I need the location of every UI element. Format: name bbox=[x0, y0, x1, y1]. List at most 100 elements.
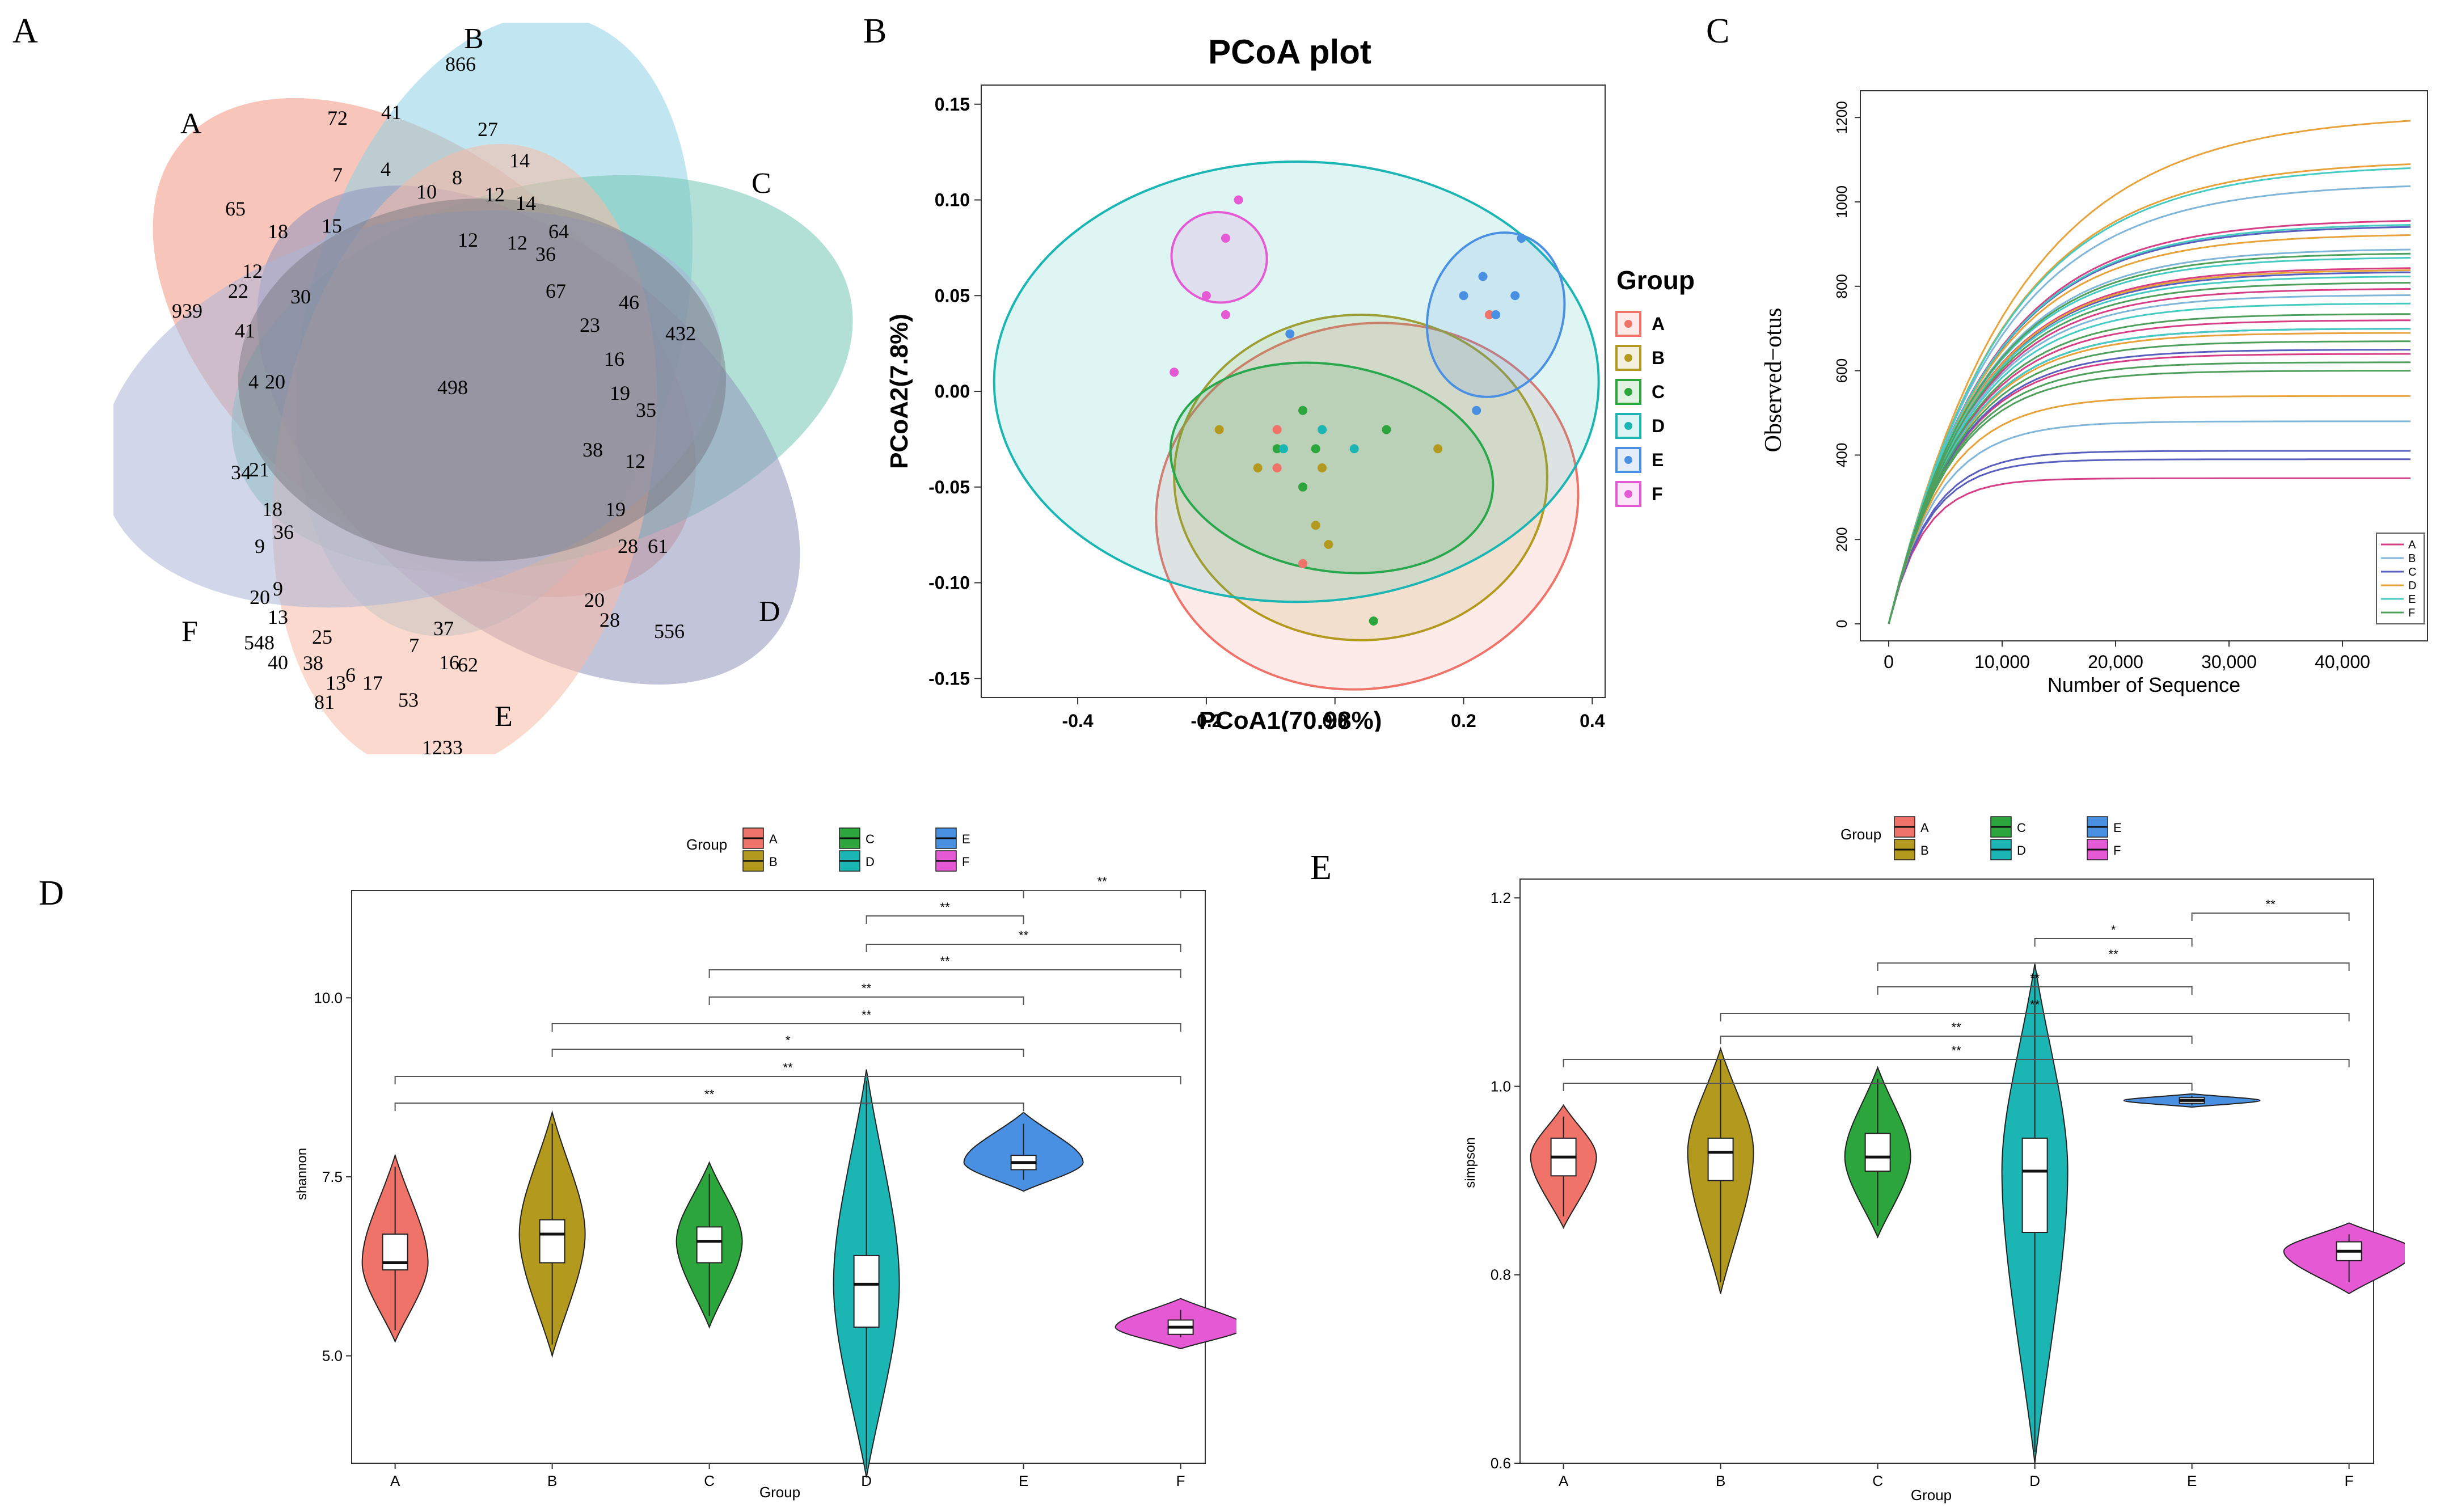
shannon-legend-label: D bbox=[866, 855, 875, 869]
shannon-box-b bbox=[539, 1219, 565, 1264]
venn-count: 28 bbox=[600, 609, 620, 631]
simpson-sig-bracket bbox=[1877, 986, 2193, 995]
rarefaction-xtick-label: 10,000 bbox=[1974, 652, 2030, 672]
rarefaction-xtick-label: 20,000 bbox=[2088, 652, 2143, 672]
simpson-sig-bracket bbox=[2034, 938, 2193, 947]
venn-count: 4 bbox=[248, 370, 259, 393]
pcoa-point-c bbox=[1311, 444, 1320, 454]
pcoa-point-e bbox=[1517, 234, 1526, 243]
rarefaction-curve-d bbox=[1888, 395, 2411, 624]
rarefaction-curve-f bbox=[1888, 370, 2411, 624]
venn-count: 12 bbox=[484, 183, 505, 206]
venn-count: 61 bbox=[648, 535, 668, 558]
rarefaction-curve-e bbox=[1888, 328, 2411, 624]
pcoa-point-b bbox=[1214, 425, 1224, 434]
shannon-sig-label: ** bbox=[940, 954, 951, 968]
venn-count: 9 bbox=[273, 577, 283, 600]
rarefaction-ytick-label: 400 bbox=[1833, 443, 1850, 467]
venn-count: 16 bbox=[439, 651, 459, 674]
venn-count: 7 bbox=[409, 634, 419, 657]
pcoa-point-c bbox=[1298, 406, 1308, 415]
simpson-sig-bracket bbox=[1720, 1036, 2193, 1044]
simpson-box-b bbox=[1707, 1137, 1734, 1181]
shannon-sig-bracket bbox=[708, 996, 1024, 1005]
simpson-xtick-label: B bbox=[1716, 1472, 1725, 1489]
simpson-sig-label: ** bbox=[1952, 1044, 1962, 1058]
rarefaction-ytick-label: 1200 bbox=[1833, 101, 1850, 134]
shannon-xtick-label: F bbox=[1176, 1472, 1185, 1489]
shannon-ytick-label: 5.0 bbox=[322, 1348, 343, 1365]
shannon-xtick-label: E bbox=[1019, 1472, 1028, 1489]
pcoa-point-f bbox=[1221, 310, 1230, 319]
pcoa-ytick-label: 0.05 bbox=[935, 285, 970, 306]
simpson-sig-bracket bbox=[1877, 962, 2350, 971]
pcoa-point-c bbox=[1272, 444, 1282, 454]
simpson-box-c bbox=[1864, 1133, 1891, 1172]
simpson-sig-label: ** bbox=[2266, 897, 2276, 911]
pcoa-legend-key-d bbox=[1615, 413, 1641, 439]
rarefaction-ytick-label: 0 bbox=[1833, 620, 1850, 628]
venn-count: 12 bbox=[507, 231, 527, 254]
a bbox=[1155, 322, 1580, 691]
shannon-xtick-label: D bbox=[861, 1472, 872, 1489]
simpson-ytick-label: 1.0 bbox=[1491, 1078, 1511, 1095]
venn-count: 866 bbox=[445, 53, 476, 75]
pcoa-ytick-label: -0.10 bbox=[928, 573, 970, 593]
venn-count: 15 bbox=[322, 214, 342, 237]
pcoa-ytick-label: 0.15 bbox=[935, 94, 970, 115]
shannon-sig-label: ** bbox=[704, 1087, 715, 1101]
rarefaction-curve-d bbox=[1888, 269, 2411, 624]
venn-set-label-d: D bbox=[759, 595, 780, 628]
rarefaction-ytick-label: 600 bbox=[1833, 358, 1850, 383]
simpson-ylabel: simpson bbox=[1463, 1137, 1478, 1188]
venn-count: 12 bbox=[625, 450, 645, 472]
venn-count: 30 bbox=[290, 285, 311, 308]
venn-set-label-b: B bbox=[464, 23, 484, 55]
pcoa-legend-label: D bbox=[1652, 416, 1665, 436]
venn-set-label-a: A bbox=[180, 108, 202, 140]
rarefaction-legend-label: B bbox=[2408, 552, 2416, 565]
venn-count: 81 bbox=[314, 691, 335, 713]
simpson-legend-label: A bbox=[1920, 821, 1929, 835]
simpson-ytick-label: 0.6 bbox=[1491, 1455, 1511, 1472]
simpson-legend-label: F bbox=[2113, 843, 2121, 858]
pcoa-plot-area bbox=[981, 85, 1606, 698]
pcoa-point-c bbox=[1369, 616, 1378, 626]
simpson-xtick-label: C bbox=[1872, 1472, 1883, 1489]
simpson-sig-label: ** bbox=[2109, 947, 2119, 961]
panel-letter-c: C bbox=[1706, 12, 1730, 50]
venn-count: 53 bbox=[398, 689, 419, 711]
rarefaction-legend-box bbox=[2376, 533, 2425, 624]
venn-count: 10 bbox=[416, 180, 437, 203]
venn-petal-f bbox=[113, 210, 721, 608]
rarefaction-curve-a bbox=[1888, 319, 2411, 624]
venn-count: 939 bbox=[172, 299, 202, 322]
rarefaction-curve-e bbox=[1888, 302, 2411, 624]
panel-letter-d: D bbox=[39, 874, 64, 913]
rarefaction-curve-b bbox=[1888, 420, 2411, 624]
venn-count: 41 bbox=[381, 101, 402, 124]
rarefaction-curve-a bbox=[1888, 288, 2411, 624]
venn-count: 14 bbox=[516, 192, 536, 214]
c bbox=[1169, 361, 1495, 575]
shannon-box-d bbox=[853, 1255, 880, 1328]
pcoa-point-e bbox=[1459, 291, 1468, 301]
pcoa-chart: PCoA plot -0.4 -0.2 0.0 0.2 0.4 0.15 0.10 0.05 0… bbox=[885, 33, 1695, 732]
simpson-sig-label: ** bbox=[2030, 971, 2040, 985]
venn-count: 20 bbox=[250, 586, 270, 609]
venn-count: 62 bbox=[458, 653, 478, 676]
venn-count: 25 bbox=[312, 626, 332, 648]
rarefaction-plot-area bbox=[1860, 90, 2428, 641]
shannon-legend-label: B bbox=[769, 855, 778, 869]
d bbox=[993, 161, 1600, 603]
rarefaction-curve-e bbox=[1888, 224, 2411, 624]
shannon-legend-label: C bbox=[866, 832, 875, 846]
venn-count: 9 bbox=[255, 535, 265, 558]
pcoa-xlabel: PCoA1(70.98%) bbox=[1199, 707, 1382, 732]
simpson-box-d bbox=[2021, 1137, 2048, 1233]
venn-count: 21 bbox=[249, 458, 269, 481]
venn-count: 19 bbox=[605, 498, 626, 521]
rarefaction-curve-c bbox=[1888, 450, 2411, 624]
